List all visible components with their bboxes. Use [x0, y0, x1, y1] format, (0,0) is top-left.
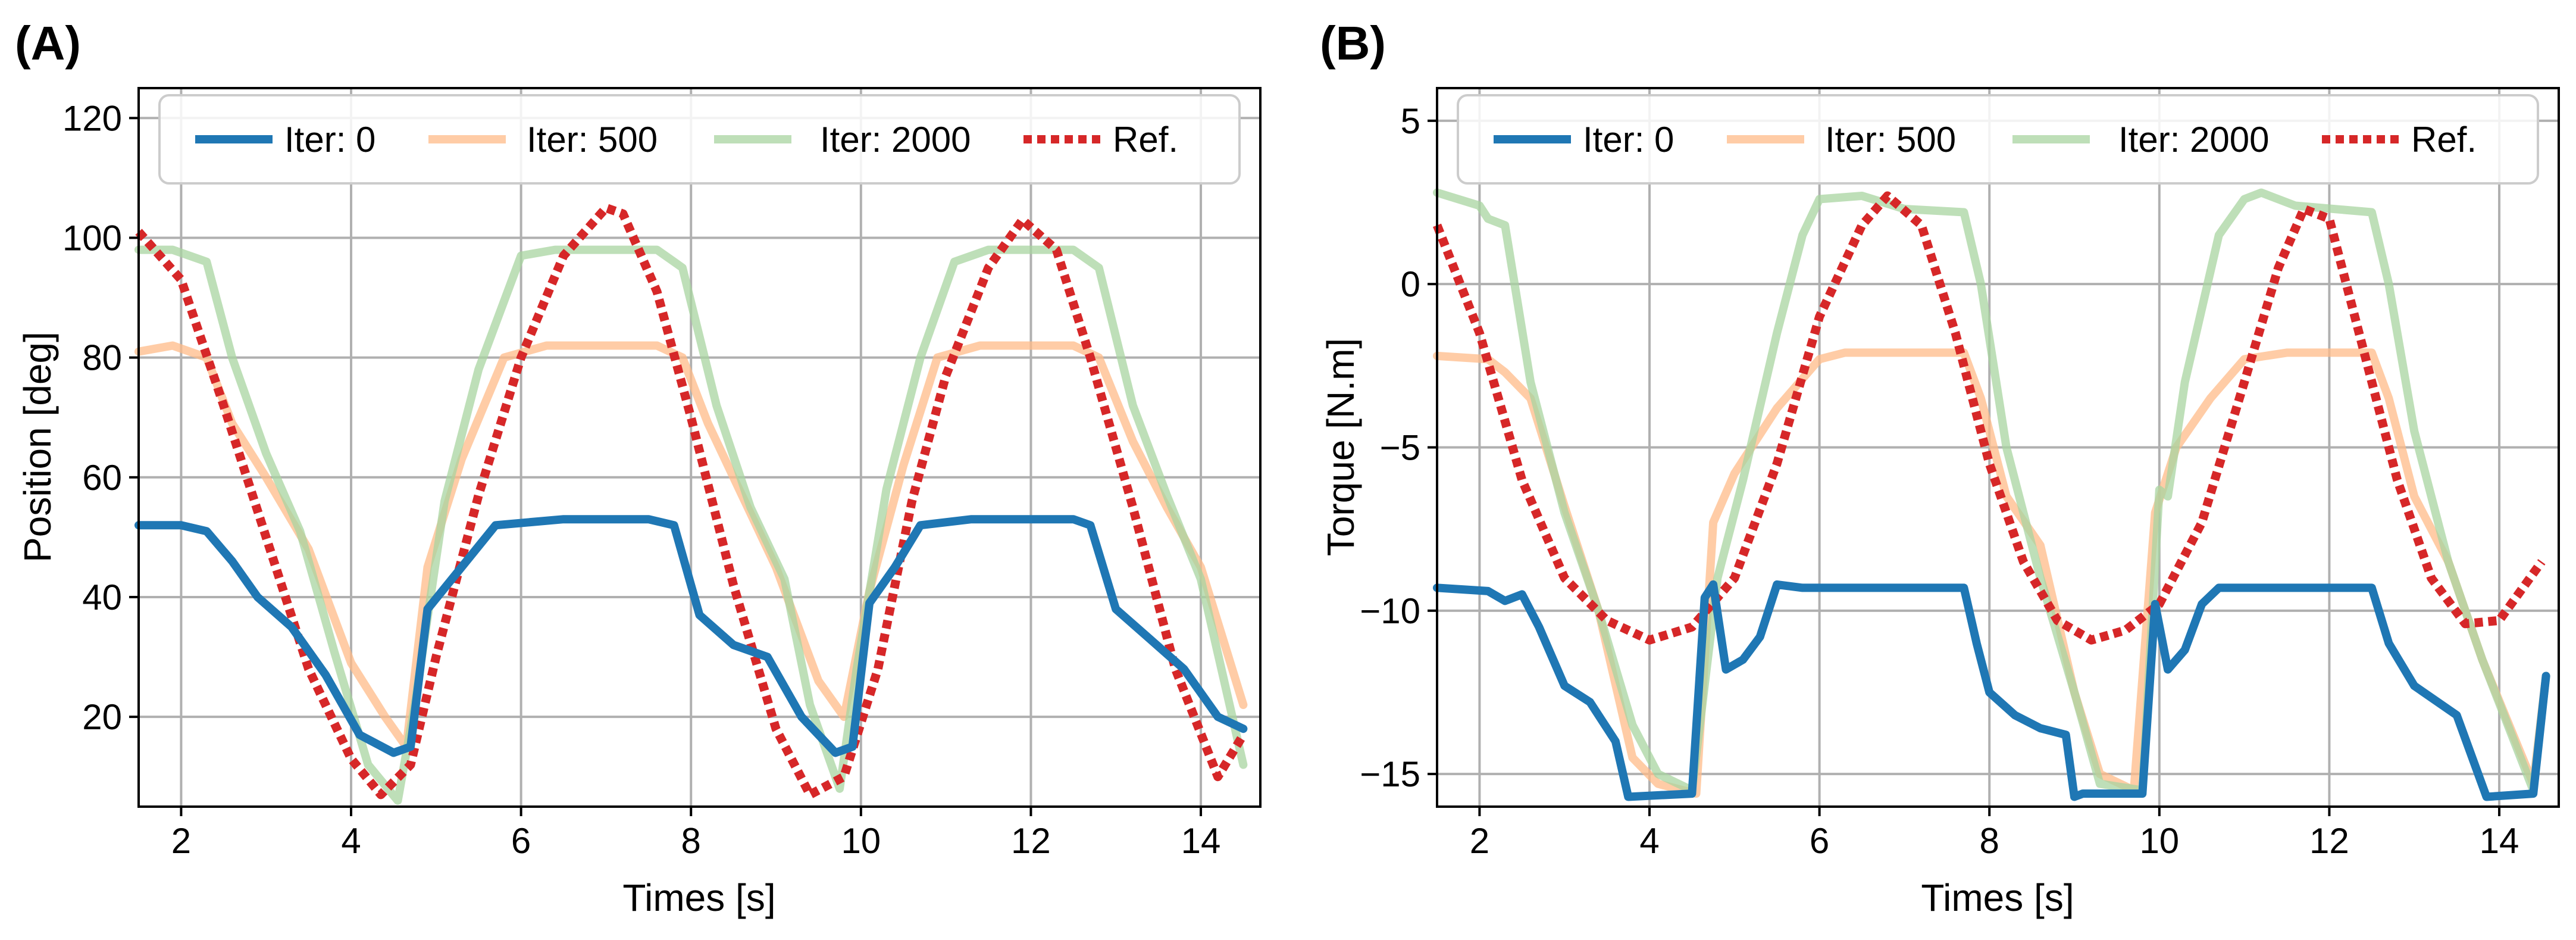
- panel-b-x-tick-label: 2: [1470, 821, 1489, 861]
- panel-a-series-ref: [135, 203, 1247, 800]
- panel-b-y-axis-label: Torque [N.m]: [1319, 338, 1362, 556]
- legend-label-iter500: Iter: 500: [527, 120, 658, 160]
- panel-a-x-tick-label: 14: [1181, 821, 1221, 861]
- panel-a-y-tick-label: 100: [62, 218, 122, 258]
- panel-b-y-tick-label: −15: [1360, 754, 1420, 794]
- panel-b: (B) 2 4 6 8 10 12 14 −15 −10 −5 0 5 Times [s] Torqu…: [1319, 17, 2560, 919]
- panel-a-y-tick-label: 40: [82, 577, 122, 617]
- panel-b-x-tick-label: 4: [1639, 821, 1659, 861]
- panel-a-series: [134, 203, 1248, 805]
- panel-b-x-axis-label: Times [s]: [1921, 876, 2074, 919]
- panel-a: (A) 2 4 6 8 10 12 14 20 40 60 80 100 120 Times [s] P…: [15, 17, 1262, 919]
- panel-a-x-tick-label: 12: [1011, 821, 1051, 861]
- panel-b-series: [1433, 188, 2550, 801]
- panel-b-ticks: 2 4 6 8 10 12 14 −15 −10 −5 0 5: [1360, 101, 2519, 861]
- panel-a-y-tick-label: 20: [82, 697, 122, 737]
- panel-b-legend-box: [1457, 94, 2539, 185]
- panel-b-x-tick-label: 8: [1980, 821, 1999, 861]
- panel-a-y-tick-label: 60: [82, 458, 122, 498]
- panel-a-x-tick-label: 10: [841, 821, 881, 861]
- panel-b-y-tick-label: −10: [1360, 591, 1420, 631]
- panel-b-x-tick-label: 14: [2480, 821, 2519, 861]
- panel-b-legend: Iter: 0 Iter: 500 Iter: 2000 Ref.: [1457, 94, 2539, 185]
- panel-b-x-tick-label: 6: [1810, 821, 1829, 861]
- panel-a-x-tick-label: 8: [681, 821, 701, 861]
- panel-b-label: (B): [1320, 17, 1386, 70]
- panel-a-series-iter0: [134, 515, 1248, 757]
- panel-a-y-tick-label: 120: [62, 98, 122, 138]
- panel-a-x-tick-label: 6: [511, 821, 531, 861]
- panel-b-x-tick-label: 12: [2309, 821, 2349, 861]
- panel-a-plot-frame: [137, 87, 1262, 808]
- panel-b-y-tick-label: −5: [1380, 428, 1420, 468]
- panel-b-series-ref: [1433, 191, 2546, 645]
- legend-label-iter0: Iter: 0: [1583, 120, 1674, 160]
- panel-a-x-tick-label: 2: [171, 821, 191, 861]
- panel-b-x-tick-label: 10: [2139, 821, 2179, 861]
- panel-a-label: (A): [15, 17, 81, 70]
- legend-label-ref: Ref.: [1113, 120, 1178, 160]
- panel-a-y-tick-label: 80: [82, 338, 122, 378]
- panel-b-y-tick-label: 5: [1401, 101, 1420, 141]
- panel-a-y-axis-label: Position [deg]: [16, 332, 59, 563]
- panel-b-series-iter2000: [1433, 188, 2550, 795]
- legend-label-iter500: Iter: 500: [1825, 120, 1956, 160]
- legend-label-iter2000: Iter: 2000: [2118, 120, 2270, 160]
- legend-label-ref: Ref.: [2411, 120, 2477, 160]
- panel-a-x-tick-label: 4: [341, 821, 361, 861]
- panel-a-legend: Iter: 0 Iter: 500 Iter: 2000 Ref.: [158, 94, 1241, 185]
- legend-label-iter2000: Iter: 2000: [820, 120, 971, 160]
- panel-a-legend-box: [158, 94, 1241, 185]
- legend-label-iter0: Iter: 0: [284, 120, 375, 160]
- panel-b-series-iter0: [1433, 580, 2550, 801]
- panel-b-y-tick-label: 0: [1401, 264, 1420, 304]
- panel-a-x-axis-label: Times [s]: [622, 876, 775, 919]
- panel-a-ticks: 2 4 6 8 10 12 14 20 40 60 80 100 120: [62, 98, 1221, 861]
